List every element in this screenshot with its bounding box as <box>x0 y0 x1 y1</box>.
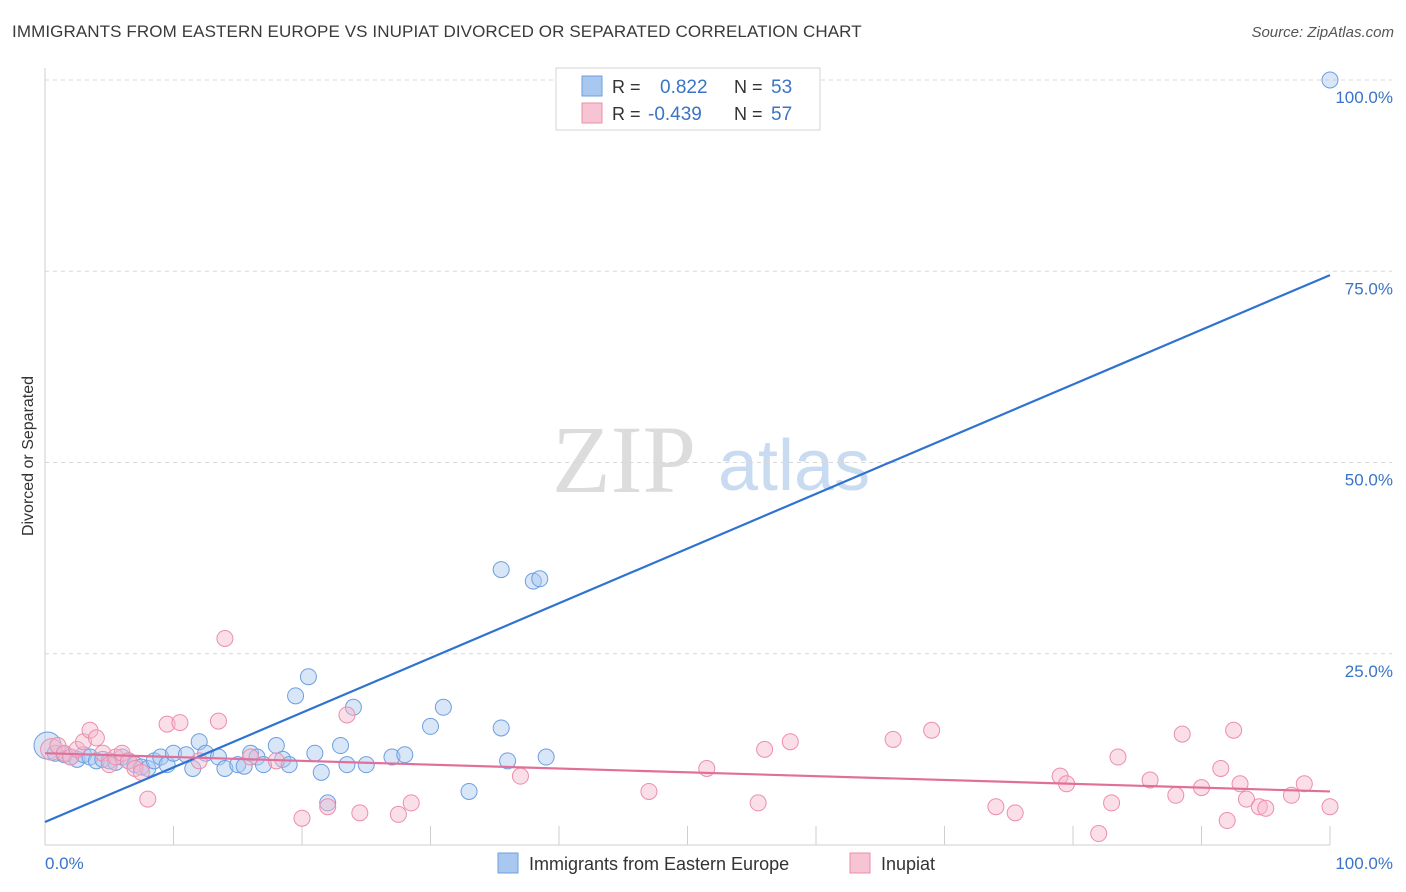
data-point <box>383 748 401 766</box>
legend-blue-n-value: 53 <box>771 77 792 98</box>
data-point <box>537 748 555 766</box>
data-point <box>749 794 767 812</box>
data-point <box>1109 748 1127 766</box>
data-point <box>1090 825 1108 843</box>
data-point <box>299 668 317 686</box>
data-point <box>422 717 439 735</box>
data-point <box>1167 786 1185 804</box>
data-point <box>389 805 407 823</box>
trend-line-immigrants <box>44 274 1331 824</box>
data-point <box>492 719 510 737</box>
source-credit: Source: ZipAtlas.com <box>1251 24 1394 41</box>
legend-blue-r-value: 0.822 <box>660 77 708 98</box>
data-point <box>171 714 189 732</box>
data-point <box>216 760 234 777</box>
data-point <box>338 706 356 724</box>
data-point <box>923 721 941 739</box>
legend-blue-swatch <box>581 75 603 97</box>
legend-pink-n-value: 57 <box>771 104 792 125</box>
series-legend-pink-label: Inupiat <box>881 854 935 874</box>
data-point <box>312 763 330 781</box>
y-tick-label-100: 100.0% <box>1335 88 1393 107</box>
data-point <box>216 629 234 647</box>
legend-blue-r-label: R = <box>612 77 641 97</box>
y-tick-label-50: 50.0% <box>1345 471 1393 490</box>
data-point <box>1141 771 1159 789</box>
legend-pink-swatch <box>581 102 603 124</box>
data-point <box>351 804 369 822</box>
chart-title: IMMIGRANTS FROM EASTERN EUROPE VS INUPIA… <box>12 22 862 41</box>
y-axis-label: Divorced or Separated <box>20 376 37 536</box>
data-point <box>511 767 529 785</box>
y-tick-label-75: 75.0% <box>1345 279 1393 298</box>
data-point <box>640 782 658 800</box>
data-point <box>1006 804 1024 822</box>
data-point <box>229 756 247 774</box>
legend-pink-r-value: -0.439 <box>648 104 702 125</box>
data-point <box>1321 798 1339 816</box>
data-point <box>1173 725 1191 743</box>
x-tick-label-min: 0.0% <box>45 854 84 873</box>
data-point <box>293 809 311 827</box>
trend-lines <box>44 274 1331 824</box>
data-point <box>332 737 350 755</box>
data-point <box>209 712 227 730</box>
data-point <box>87 729 105 747</box>
data-point <box>1225 721 1243 739</box>
data-point <box>357 756 375 774</box>
data-point <box>1237 790 1255 808</box>
data-point <box>1257 799 1275 817</box>
data-point <box>524 572 542 590</box>
trend-line-inupiat <box>44 752 1331 793</box>
data-point <box>1218 812 1236 830</box>
legend-pink-r-label: R = <box>612 104 641 124</box>
data-point <box>1103 794 1121 812</box>
data-point <box>987 798 1005 816</box>
data-point <box>242 748 260 766</box>
data-point <box>434 698 452 716</box>
data-point <box>139 790 157 808</box>
data-point <box>338 756 356 774</box>
data-point <box>319 798 337 816</box>
data-point <box>884 730 902 748</box>
data-point <box>460 782 478 800</box>
data-point <box>1250 798 1268 816</box>
correlation-legend: R = 0.822 N = 53 R = -0.439 N = 57 <box>555 67 821 131</box>
data-point <box>402 794 420 812</box>
data-point <box>492 561 510 579</box>
data-point <box>1212 760 1230 777</box>
series-inupiat <box>40 629 1339 843</box>
axes <box>44 68 1331 846</box>
data-point <box>287 687 305 705</box>
series-immigrants-eastern-europe <box>33 71 1339 812</box>
x-tick-label-max: 100.0% <box>1335 854 1393 873</box>
y-tick-label-25: 25.0% <box>1345 662 1393 681</box>
tick-labels: 25.0% 50.0% 75.0% 100.0% 0.0% 100.0% <box>45 88 1393 873</box>
data-point <box>306 744 324 762</box>
data-point <box>1321 71 1339 89</box>
data-point <box>1295 775 1313 793</box>
series-legend-blue-label: Immigrants from Eastern Europe <box>529 854 789 874</box>
watermark-atlas: atlas <box>718 426 870 506</box>
data-point <box>319 794 337 812</box>
gridlines <box>45 79 1392 655</box>
series-legend-blue-swatch <box>497 852 519 874</box>
legend-blue-n-label: N = <box>734 77 763 97</box>
data-point <box>267 737 285 755</box>
watermark-zip: ZIP <box>552 406 696 513</box>
data-point <box>396 746 414 764</box>
data-point <box>499 752 517 770</box>
series-legend: Immigrants from Eastern Europe Inupiat <box>497 852 935 874</box>
data-point <box>158 715 176 733</box>
data-point <box>756 740 774 758</box>
legend-pink-n-label: N = <box>734 104 763 124</box>
data-point <box>531 570 549 588</box>
series-legend-pink-swatch <box>849 852 871 874</box>
data-point <box>781 733 799 751</box>
